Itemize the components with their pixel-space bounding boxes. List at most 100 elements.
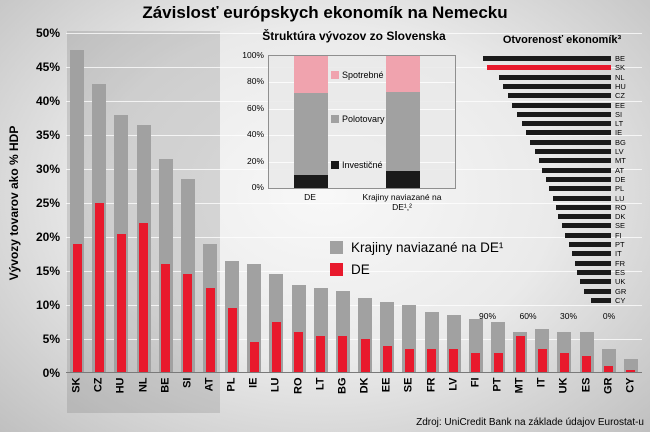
y-tick-label: 40% bbox=[35, 94, 60, 108]
openness-row-LV: LV bbox=[477, 147, 647, 156]
x-tick-label-MT: MT bbox=[513, 377, 526, 394]
bar-de-IT bbox=[537, 349, 547, 373]
openness-row-DK: DK bbox=[477, 212, 647, 221]
openness-label-CY: CY bbox=[615, 295, 626, 305]
openness-bar-CZ bbox=[508, 93, 611, 99]
inset1-legend-swatch bbox=[331, 161, 339, 169]
openness-label-MT: MT bbox=[615, 156, 626, 166]
gridline bbox=[66, 339, 642, 340]
inset1-y-tick: 80% bbox=[246, 76, 264, 87]
openness-label-FR: FR bbox=[615, 258, 625, 268]
openness-label-SI: SI bbox=[615, 109, 623, 119]
bar-de-FI bbox=[471, 352, 481, 373]
y-tick-label: 10% bbox=[35, 298, 60, 312]
openness-row-AT: AT bbox=[477, 166, 647, 175]
openness-bar-UK bbox=[579, 279, 611, 285]
openness-bar-HU bbox=[503, 83, 611, 89]
y-tick-label: 5% bbox=[42, 332, 60, 346]
x-tick-label-FR: FR bbox=[425, 377, 438, 393]
bar-de-ES bbox=[582, 356, 592, 373]
openness-row-SE: SE bbox=[477, 221, 647, 230]
y-tick-label: 50% bbox=[35, 26, 60, 40]
y-tick-label: 45% bbox=[35, 60, 60, 74]
openness-label-AT: AT bbox=[615, 165, 625, 175]
openness-label-HU: HU bbox=[615, 81, 626, 91]
bar-linked-CY bbox=[623, 359, 638, 373]
openness-label-BG: BG bbox=[615, 137, 626, 147]
openness-bar-SI bbox=[516, 111, 611, 117]
openness-row-PT: PT bbox=[477, 240, 647, 249]
x-tick-label-CZ: CZ bbox=[92, 377, 105, 393]
x-tick-label-HU: HU bbox=[114, 377, 127, 394]
openness-bar-NL bbox=[498, 74, 611, 80]
x-tick-label-BG: BG bbox=[336, 377, 349, 395]
legend-label: DE bbox=[351, 262, 370, 277]
inset1-legend-swatch bbox=[331, 71, 339, 79]
gridline bbox=[66, 203, 642, 204]
openness-bar-EE bbox=[512, 102, 611, 108]
x-tick-label-IE: IE bbox=[247, 377, 260, 388]
bar-de-GR bbox=[604, 366, 614, 373]
openness-bar-IE bbox=[525, 130, 611, 136]
legend-item: Krajiny naviazané na DE¹ bbox=[330, 240, 503, 255]
bar-de-UK bbox=[559, 352, 569, 373]
openness-row-FR: FR bbox=[477, 259, 647, 268]
inset-structure-plot: Spotrebné Polotovary Investičné bbox=[268, 55, 456, 189]
openness-row-FI: FI bbox=[477, 231, 647, 240]
bar-de-EE bbox=[382, 345, 392, 373]
bar-de-NL bbox=[139, 223, 149, 373]
openness-label-PT: PT bbox=[615, 240, 625, 249]
inset1-legend-label: Spotrebné bbox=[342, 70, 384, 80]
bar-de-CZ bbox=[94, 203, 104, 373]
openness-label-DE: DE bbox=[615, 174, 626, 184]
openness-bar-SE bbox=[562, 223, 611, 229]
x-tick-label-CY: CY bbox=[624, 377, 637, 393]
y-tick-label: 20% bbox=[35, 230, 60, 244]
main-legend: Krajiny naviazané na DE¹ DE bbox=[330, 240, 503, 284]
openness-bar-BG bbox=[530, 139, 611, 145]
inset1-gridline bbox=[269, 135, 455, 137]
openness-row-LT: LT bbox=[477, 119, 647, 128]
x-tick-label-IT: IT bbox=[535, 377, 548, 388]
legend-swatch bbox=[330, 241, 343, 254]
bar-de-LV bbox=[449, 349, 459, 373]
bar-de-BE bbox=[161, 264, 171, 373]
openness-row-GR: GR bbox=[477, 287, 647, 296]
bar-de-FR bbox=[427, 349, 437, 373]
x-axis-line bbox=[66, 372, 642, 373]
x-tick-label-PL: PL bbox=[225, 377, 238, 392]
openness-row-MT: MT bbox=[477, 156, 647, 165]
chart-title: Závislosť európskych ekonomík na Nemecku bbox=[142, 3, 508, 22]
x-tick-label-AT: AT bbox=[203, 377, 216, 392]
x-tick-label-SI: SI bbox=[181, 377, 194, 388]
bar-de-IE bbox=[249, 342, 259, 373]
openness-bar-ES bbox=[577, 269, 611, 275]
x-tick-label-LT: LT bbox=[314, 377, 327, 391]
inset-openness-xtick-row: 90% 60% 30% 0% bbox=[477, 311, 647, 323]
openness-row-DE: DE bbox=[477, 175, 647, 184]
bar-de-SK bbox=[72, 243, 82, 373]
inset-structure-chart: Štruktúra vývozov zo Slovenska Spotrebné… bbox=[222, 29, 486, 231]
openness-bar-PT bbox=[569, 242, 611, 247]
x-tick-label-LV: LV bbox=[447, 377, 460, 391]
inset1-legend-item: Investičné bbox=[331, 160, 383, 170]
openness-label-FI: FI bbox=[615, 230, 622, 240]
openness-bar-DK bbox=[558, 214, 611, 220]
inset1-x-label: Krajiny naviazané na DE¹,² bbox=[362, 192, 442, 213]
gridline bbox=[66, 237, 642, 238]
openness-label-SE: SE bbox=[615, 221, 626, 231]
x-tick-label-BE: BE bbox=[159, 377, 172, 393]
openness-row-IT: IT bbox=[477, 249, 647, 258]
inset-openness-plot: BE SK NL HU CZ EE SI LT IE BG LV MT AT DE PL LU RO DK SE FI… bbox=[477, 54, 647, 308]
inset1-legend-label: Investičné bbox=[342, 160, 383, 170]
x-tick-label-FI: FI bbox=[469, 377, 482, 388]
openness-bar-DE bbox=[546, 176, 611, 182]
bar-de-MT bbox=[515, 335, 525, 373]
openness-x-tick: 30% bbox=[559, 311, 577, 321]
openness-bar-MT bbox=[539, 158, 611, 164]
bar-de-SI bbox=[183, 274, 193, 373]
inset-openness-chart: Otvorenosť ekonomík³ BE SK NL HU CZ EE SI LT IE B… bbox=[477, 34, 647, 326]
gridline bbox=[66, 33, 642, 34]
openness-bar-LV bbox=[535, 149, 611, 154]
openness-label-LU: LU bbox=[615, 193, 625, 203]
